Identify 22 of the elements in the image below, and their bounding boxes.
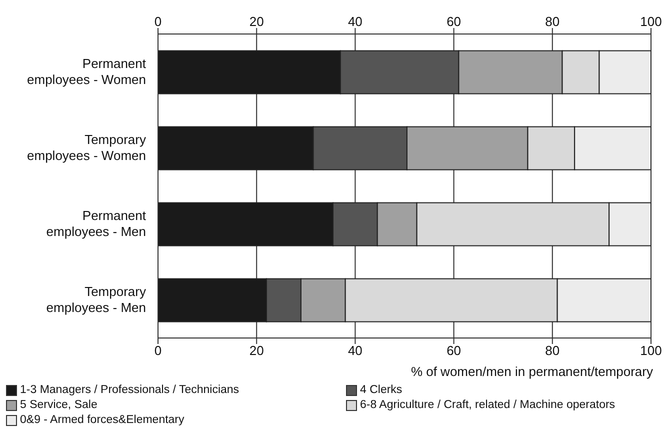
y-tick-label: Permanent employees - Men xyxy=(46,208,146,239)
y-tick-label: Temporary employees - Women xyxy=(27,132,146,163)
x2-tick-label: 20 xyxy=(249,343,264,358)
legend-label: 6-8 Agriculture / Craft, related / Machine operators xyxy=(360,398,616,413)
x-tick-label: 60 xyxy=(446,14,462,29)
x-tick-label: 40 xyxy=(348,14,362,29)
x2-tick-label: 0 xyxy=(154,343,162,358)
x2-tick-label: 60 xyxy=(446,343,462,358)
legend-label: 4 Clerks xyxy=(360,383,402,398)
x-tick-label: 80 xyxy=(545,14,560,29)
x2-tick-label: 40 xyxy=(348,343,362,358)
x-tick-label: 0 xyxy=(154,14,162,29)
x2-tick-label: 80 xyxy=(545,343,560,358)
x-axis-title: % of women/men in permanent/temporary xyxy=(410,364,654,379)
x-tick-label: 100 xyxy=(640,14,662,29)
y-tick-label: Permanent employees - Women xyxy=(27,56,146,87)
legend-label: 5 Service, Sale xyxy=(20,398,98,413)
legend-label: 0&9 - Armed forces&Elementary xyxy=(20,413,184,428)
x-tick-label: 20 xyxy=(249,14,264,29)
legend-label: 1-3 Managers / Professionals / Technicians xyxy=(20,383,240,398)
y-tick-label: Temporary employees - Men xyxy=(46,284,146,315)
x2-tick-label: 100 xyxy=(640,343,662,358)
